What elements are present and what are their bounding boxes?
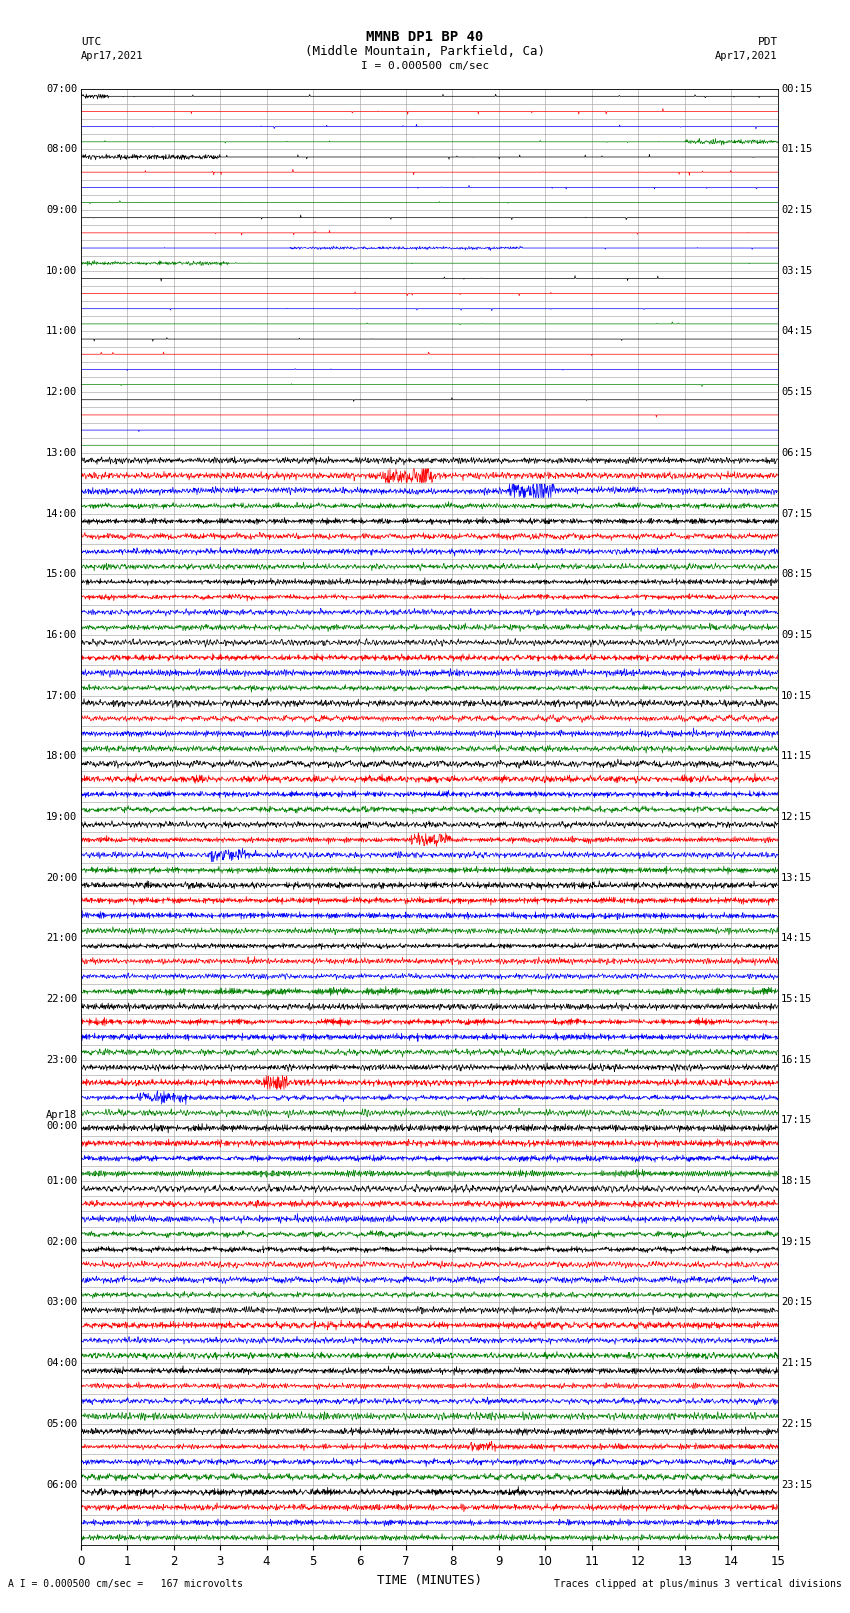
Text: 10:15: 10:15 [781, 690, 813, 700]
Text: 04:00: 04:00 [46, 1358, 77, 1368]
Text: 11:15: 11:15 [781, 752, 813, 761]
Text: 13:00: 13:00 [46, 448, 77, 458]
Text: 01:00: 01:00 [46, 1176, 77, 1186]
Text: 02:15: 02:15 [781, 205, 813, 215]
Text: 19:15: 19:15 [781, 1237, 813, 1247]
Text: 09:15: 09:15 [781, 631, 813, 640]
Text: Traces clipped at plus/minus 3 vertical divisions: Traces clipped at plus/minus 3 vertical … [553, 1579, 842, 1589]
Text: 07:00: 07:00 [46, 84, 77, 94]
Text: 05:15: 05:15 [781, 387, 813, 397]
Text: 18:15: 18:15 [781, 1176, 813, 1186]
Text: 17:00: 17:00 [46, 690, 77, 700]
Text: 00:15: 00:15 [781, 84, 813, 94]
Text: 06:15: 06:15 [781, 448, 813, 458]
Text: 14:15: 14:15 [781, 934, 813, 944]
Text: I = 0.000500 cm/sec: I = 0.000500 cm/sec [361, 61, 489, 71]
Text: A I = 0.000500 cm/sec =   167 microvolts: A I = 0.000500 cm/sec = 167 microvolts [8, 1579, 243, 1589]
Text: 08:15: 08:15 [781, 569, 813, 579]
Text: 10:00: 10:00 [46, 266, 77, 276]
Text: 04:15: 04:15 [781, 326, 813, 337]
Text: 08:00: 08:00 [46, 145, 77, 155]
Text: 14:00: 14:00 [46, 508, 77, 518]
Text: 19:00: 19:00 [46, 811, 77, 823]
Text: 20:00: 20:00 [46, 873, 77, 882]
Text: 12:00: 12:00 [46, 387, 77, 397]
Text: 21:15: 21:15 [781, 1358, 813, 1368]
Text: 03:15: 03:15 [781, 266, 813, 276]
Text: (Middle Mountain, Parkfield, Ca): (Middle Mountain, Parkfield, Ca) [305, 45, 545, 58]
Text: 22:15: 22:15 [781, 1419, 813, 1429]
Text: 07:15: 07:15 [781, 508, 813, 518]
Text: 03:00: 03:00 [46, 1297, 77, 1308]
Text: Apr17,2021: Apr17,2021 [715, 52, 778, 61]
X-axis label: TIME (MINUTES): TIME (MINUTES) [377, 1574, 482, 1587]
Text: PDT: PDT [757, 37, 778, 47]
Text: 16:00: 16:00 [46, 631, 77, 640]
Text: 23:00: 23:00 [46, 1055, 77, 1065]
Text: 13:15: 13:15 [781, 873, 813, 882]
Text: 05:00: 05:00 [46, 1419, 77, 1429]
Text: UTC: UTC [81, 37, 101, 47]
Text: 20:15: 20:15 [781, 1297, 813, 1308]
Text: 02:00: 02:00 [46, 1237, 77, 1247]
Text: 16:15: 16:15 [781, 1055, 813, 1065]
Text: 09:00: 09:00 [46, 205, 77, 215]
Text: 15:00: 15:00 [46, 569, 77, 579]
Text: Apr18
00:00: Apr18 00:00 [46, 1110, 77, 1131]
Text: 18:00: 18:00 [46, 752, 77, 761]
Text: 12:15: 12:15 [781, 811, 813, 823]
Text: 22:00: 22:00 [46, 994, 77, 1003]
Text: 01:15: 01:15 [781, 145, 813, 155]
Text: MMNB DP1 BP 40: MMNB DP1 BP 40 [366, 31, 484, 44]
Text: 23:15: 23:15 [781, 1479, 813, 1489]
Text: 11:00: 11:00 [46, 326, 77, 337]
Text: 21:00: 21:00 [46, 934, 77, 944]
Text: 17:15: 17:15 [781, 1116, 813, 1126]
Text: 15:15: 15:15 [781, 994, 813, 1003]
Text: Apr17,2021: Apr17,2021 [81, 52, 144, 61]
Text: 06:00: 06:00 [46, 1479, 77, 1489]
